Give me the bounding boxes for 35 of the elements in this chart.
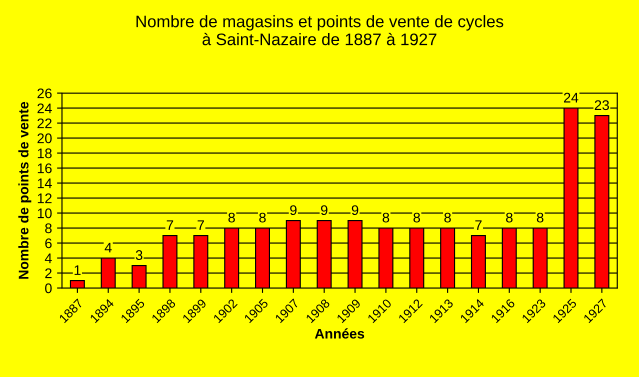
data-label: 8 <box>228 212 235 223</box>
data-label: 8 <box>506 212 513 223</box>
y-tick-label: 10 <box>38 208 52 218</box>
y-tick-label: 22 <box>38 118 52 128</box>
y-tick-label: 2 <box>45 268 52 278</box>
y-axis-title: Nombre de points de vente <box>18 102 32 279</box>
data-label: 8 <box>382 212 390 223</box>
data-label: 8 <box>259 212 266 223</box>
data-label: 7 <box>198 220 204 230</box>
data-label: 4 <box>104 242 112 252</box>
data-label: 7 <box>166 220 174 230</box>
chart-title: Nombre de magasins et points de vente de cycles à Saint-Nazaire de 1887 à 1927 <box>136 15 504 46</box>
y-tick-label: 6 <box>45 238 52 248</box>
data-label: 9 <box>290 205 297 216</box>
data-label: 8 <box>444 212 451 223</box>
data-label: 3 <box>136 250 142 260</box>
data-label: 23 <box>594 100 609 110</box>
data-label: 24 <box>564 92 578 102</box>
data-label: 8 <box>536 212 544 223</box>
y-tick-label: 4 <box>44 254 52 264</box>
y-tick-label: 26 <box>38 88 52 98</box>
y-tick-label: 14 <box>38 178 52 188</box>
data-label: 1 <box>74 265 81 275</box>
y-tick-label: 18 <box>38 148 52 158</box>
data-label: 8 <box>413 212 420 223</box>
x-axis-title: Années <box>314 328 364 339</box>
y-tick-label: 24 <box>38 103 52 114</box>
y-tick-label: 16 <box>38 163 52 174</box>
y-tick-label: 20 <box>38 133 52 144</box>
y-tick-label: 8 <box>45 223 52 234</box>
data-label: 9 <box>320 205 328 216</box>
y-tick-label: 0 <box>45 283 52 294</box>
y-tick-label: 12 <box>38 193 52 204</box>
data-label: 9 <box>352 205 358 216</box>
data-label: 7 <box>475 220 482 230</box>
